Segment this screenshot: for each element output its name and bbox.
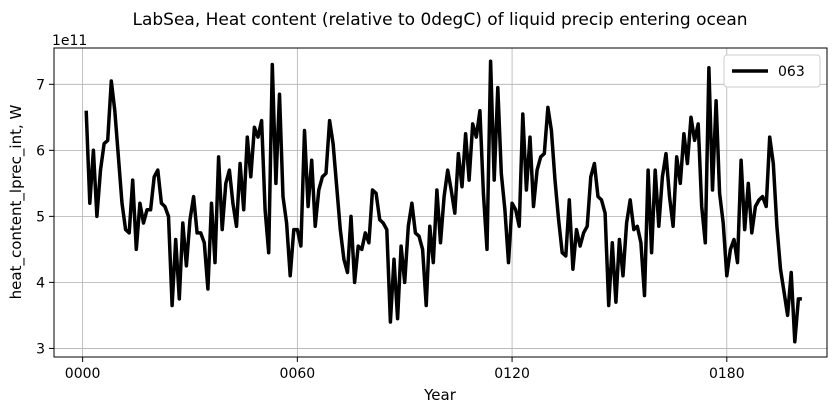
series-layer [84,59,802,344]
x-axis-label: Year [423,386,457,404]
x-tick-label: 0000 [65,366,101,382]
y-tick-label: 4 [36,275,45,291]
series-line-063 [84,59,802,344]
x-tick-label: 0120 [494,366,530,382]
legend-box [723,54,821,88]
x-tick-label: 0180 [709,366,745,382]
plot-area-frame [53,47,828,358]
legend-label-063: 063 [778,64,805,80]
y-tick-label: 6 [36,143,45,159]
chart-title: LabSea, Heat content (relative to 0degC)… [132,10,747,30]
legend: 063 [723,54,821,88]
y-tick-label: 5 [36,209,45,225]
x-tick-label: 0060 [280,366,316,382]
y-tick-label: 3 [36,341,45,357]
grid-lines [54,48,827,357]
axis-ticks: 0000 0060 0120 0180 3 4 5 6 7 [36,77,745,382]
y-axis-offset-label: 1e11 [52,33,87,49]
y-tick-label: 7 [36,77,45,93]
y-axis-label: heat_content_lprec_int, W [7,105,26,300]
